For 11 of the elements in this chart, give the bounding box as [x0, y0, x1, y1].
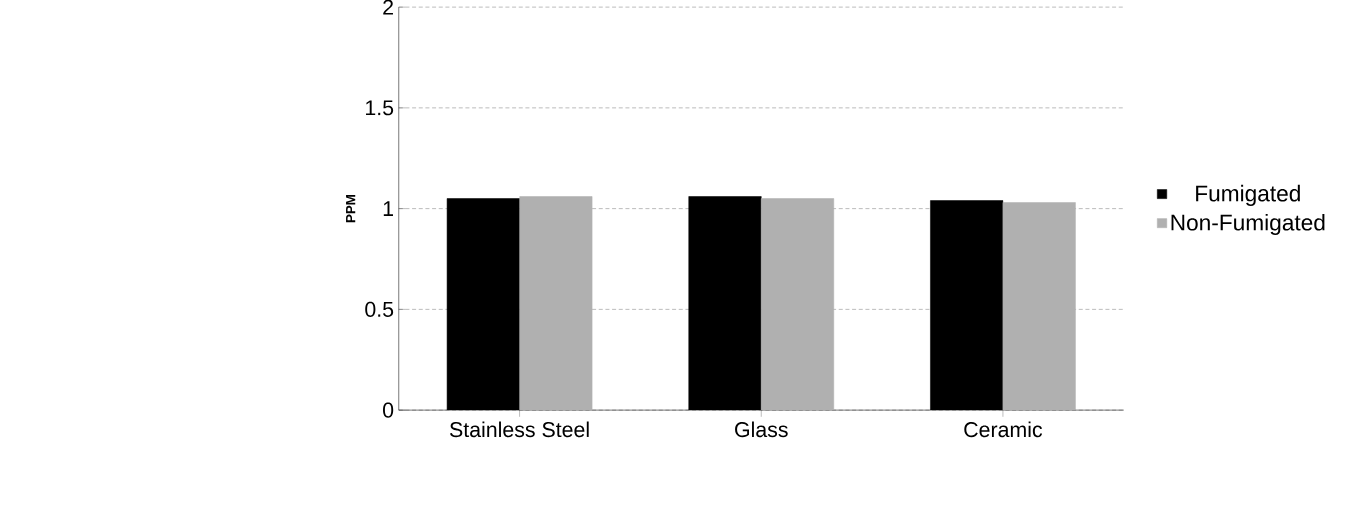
- y-tick-label: 1: [383, 201, 393, 216]
- y-tick-label: 1.5: [366, 100, 394, 116]
- x-tick-label: Stainless Steel: [449, 421, 589, 438]
- y-tick-label: 0: [383, 402, 394, 418]
- y-axis-title: PPM: [346, 195, 356, 223]
- legend-label: Non-Fumigated: [1171, 213, 1325, 236]
- y-tick-label: 2: [383, 0, 393, 15]
- y-tick-label: 0.5: [365, 301, 394, 317]
- legend-label: Fumigated: [1196, 184, 1300, 206]
- x-tick-label: Ceramic: [964, 421, 1043, 438]
- x-tick-label: Glass: [735, 421, 788, 438]
